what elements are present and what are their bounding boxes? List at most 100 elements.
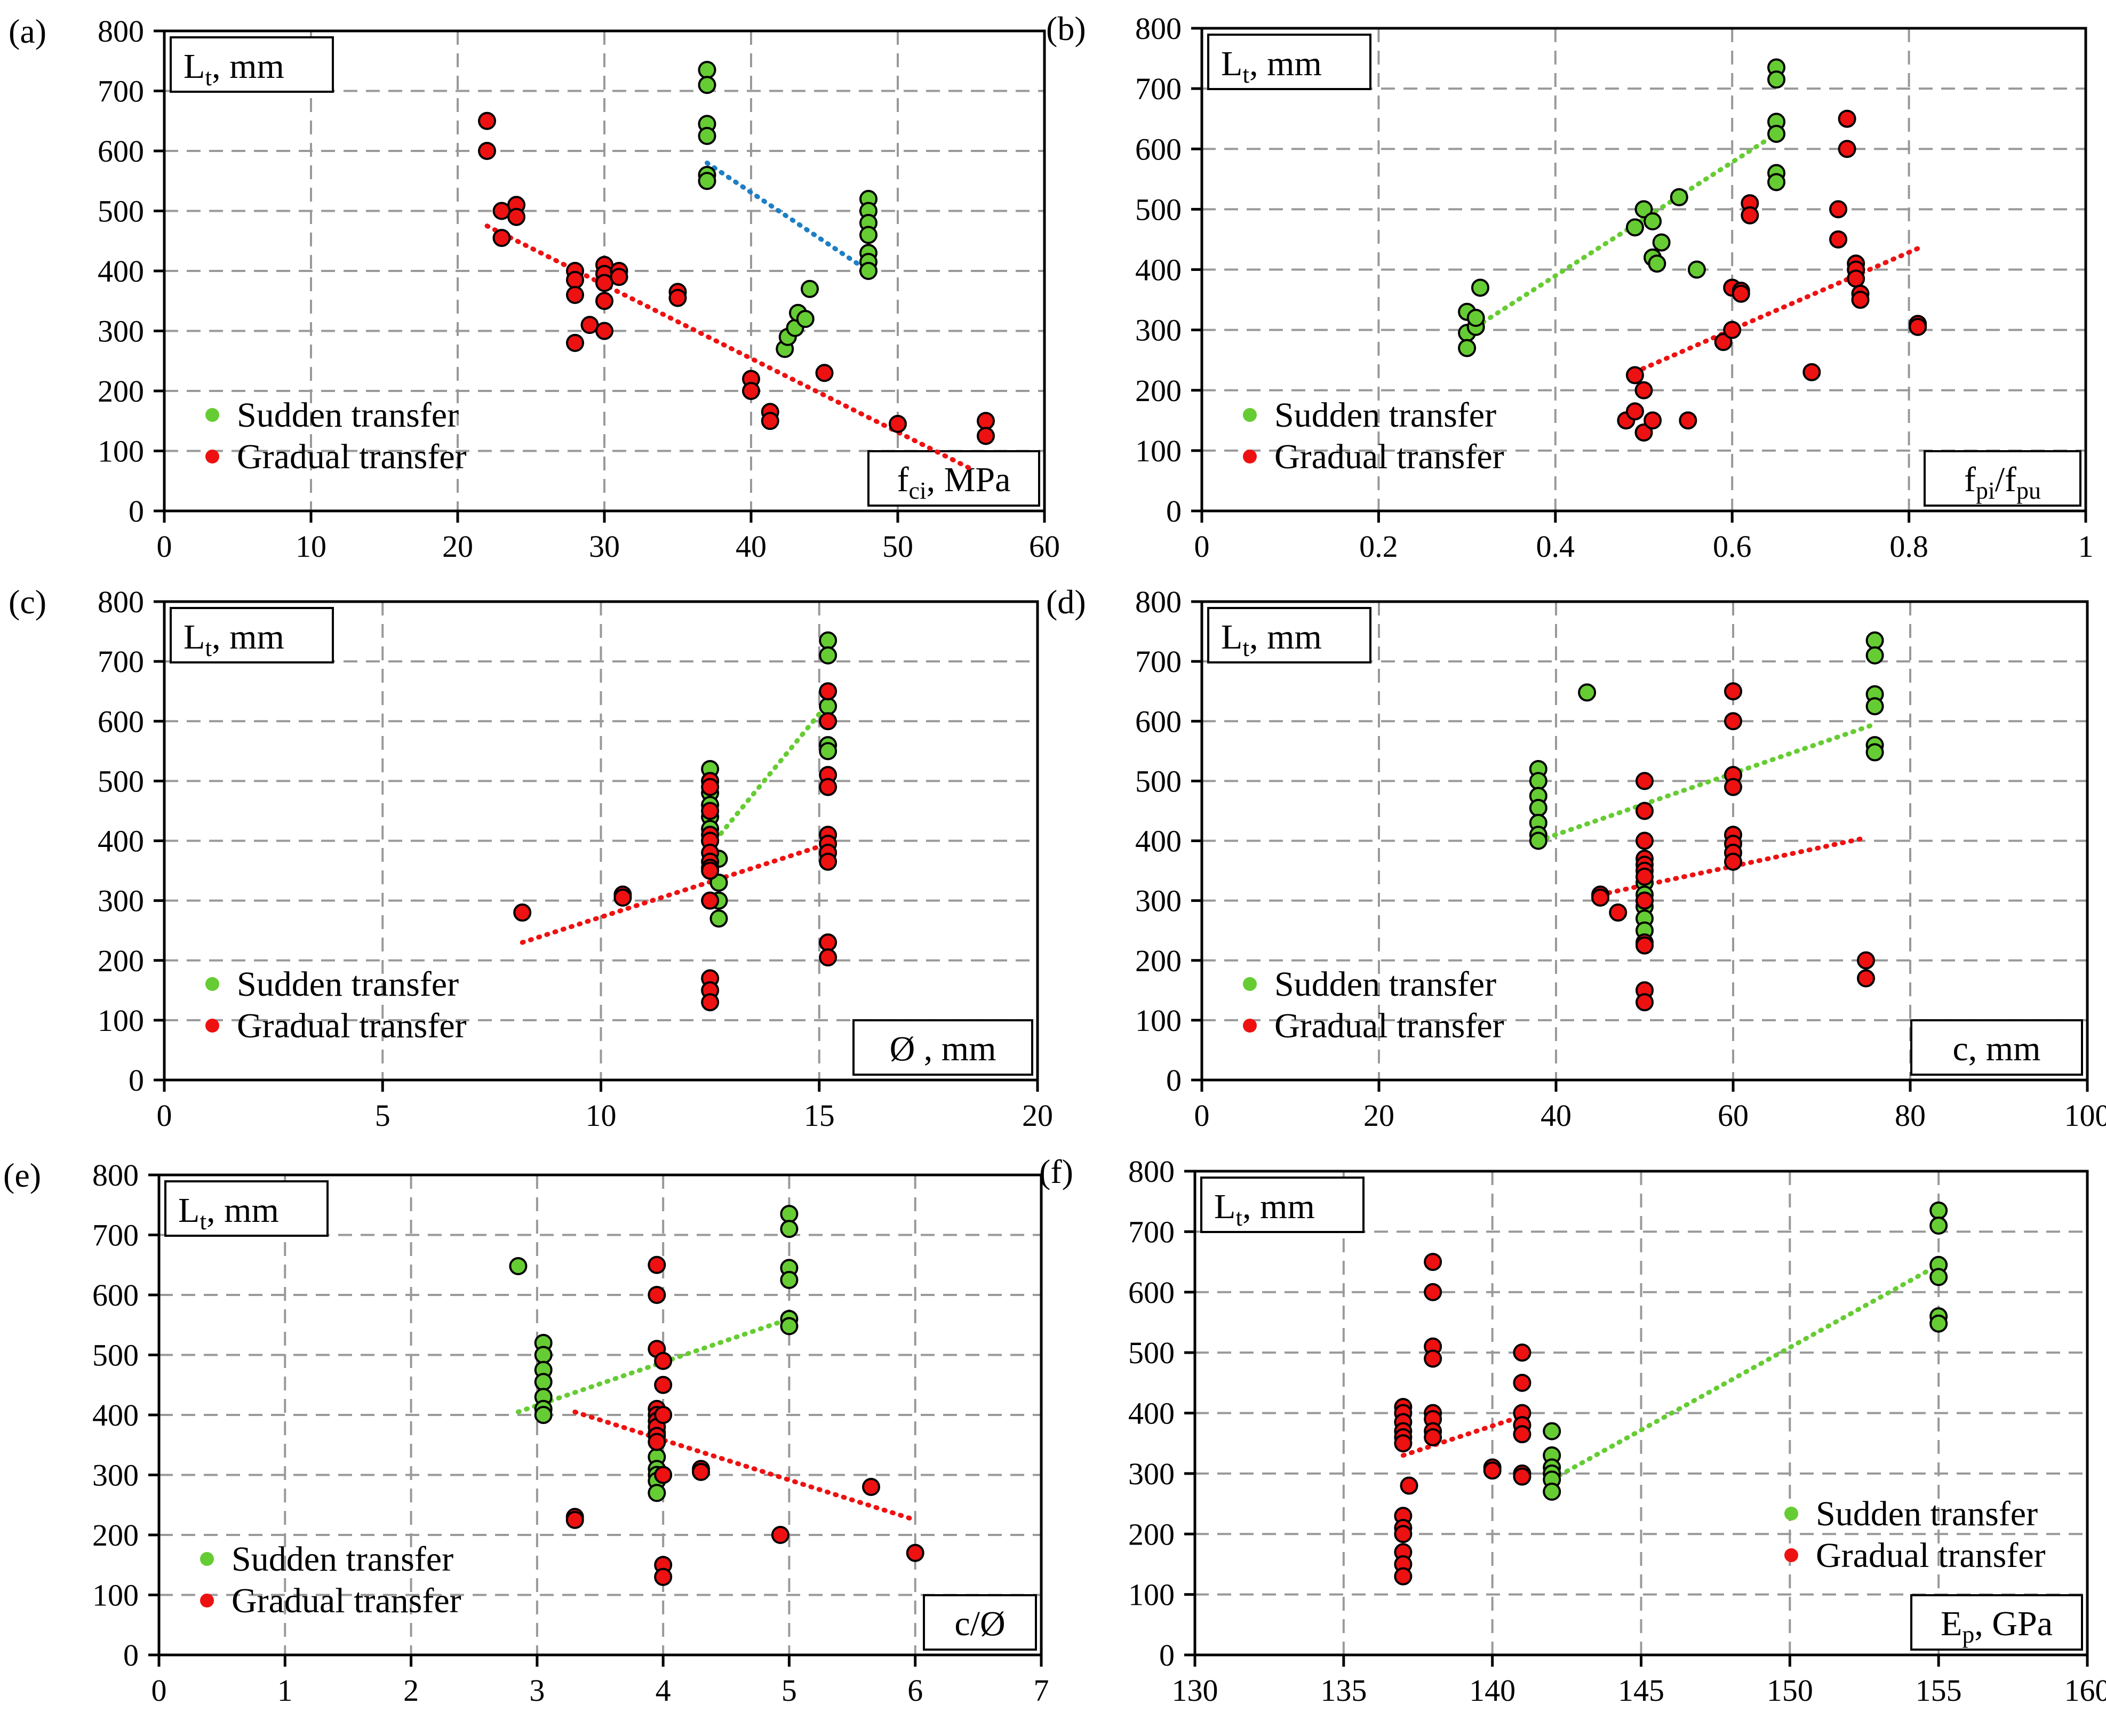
data-point-gradual: [654, 1375, 673, 1394]
data-point-gradual: [613, 889, 632, 907]
trend-line-sudden: [515, 1316, 792, 1414]
x-tick-label: 0: [151, 1673, 167, 1708]
x-tick-label: 145: [1618, 1673, 1664, 1708]
y-tick-label: 600: [1135, 132, 1182, 166]
x-tick-label: 60: [1718, 1098, 1749, 1133]
y-tick-label: 100: [92, 1578, 139, 1613]
data-point-sudden: [1929, 1314, 1948, 1333]
y-tick-label: 600: [1128, 1275, 1175, 1310]
y-tick-label: 200: [92, 1518, 139, 1553]
x-tick-label: 40: [1541, 1098, 1571, 1133]
data-point-gradual: [701, 861, 720, 880]
data-point-sudden: [780, 1317, 799, 1335]
y-tick-label: 600: [92, 1278, 139, 1313]
x-tick-label: 135: [1320, 1673, 1367, 1708]
series-gradual: [1617, 109, 1927, 442]
data-point-gradual: [492, 202, 511, 220]
data-point-gradual: [771, 1526, 789, 1544]
data-point-gradual: [1513, 1373, 1531, 1392]
data-point-gradual: [1732, 284, 1750, 303]
y-tick-label: 300: [1135, 884, 1182, 918]
y-axis-label: Lt, mm: [1221, 44, 1322, 88]
legend-label-sudden: Sudden transfer: [1274, 396, 1496, 435]
x-tick-label: 0.4: [1536, 529, 1575, 564]
data-point-gradual: [1857, 951, 1875, 970]
data-point-gradual: [761, 412, 779, 430]
data-point-gradual: [815, 364, 834, 382]
x-tick-label: 1: [277, 1673, 293, 1708]
y-tick-label: 500: [1128, 1335, 1175, 1370]
x-tick-label: 0: [1194, 1098, 1210, 1133]
y-tick-label: 0: [1166, 494, 1182, 529]
x-tick-label: 10: [296, 529, 326, 564]
data-point-sudden: [648, 1484, 666, 1502]
panel-b: 0 0.2 0.4 0.6 0.8 1 0 100 200 300 400 500 600 700 800 (…: [1046, 10, 2094, 564]
panel-d: 0 20 40 60 80 100 0 100 200 300 400 500 600 700 800 (d)…: [1046, 583, 2106, 1133]
data-point-sudden: [819, 646, 837, 665]
y-tick-label: 400: [92, 1398, 139, 1433]
x-tick-label: 2: [403, 1673, 419, 1708]
data-point-sudden: [1644, 212, 1662, 230]
series-gradual: [565, 1255, 924, 1586]
y-label-box: Lt, mm: [170, 607, 334, 663]
panel-c: 0 5 10 15 200100200300400500600700800(c)Lt, …: [9, 583, 1053, 1133]
data-point-gradual: [478, 142, 496, 160]
data-point-gradual: [819, 852, 837, 871]
data-point-sudden: [1670, 188, 1688, 206]
data-point-gradual: [654, 1406, 673, 1424]
data-point-sudden: [1634, 200, 1653, 219]
data-point-gradual: [1609, 903, 1628, 922]
legend-label-gradual: Gradual transfer: [1816, 1536, 2046, 1575]
data-point-gradual: [1829, 230, 1848, 249]
legend-label-sudden: Sudden transfer: [237, 965, 459, 1004]
y-label-box: Lt, mm: [1200, 1177, 1365, 1233]
trend-line-gradual: [572, 1409, 918, 1523]
y-tick-label: 400: [98, 824, 144, 859]
x-tick-label: 0.2: [1359, 529, 1398, 564]
data-point-gradual: [565, 1510, 584, 1529]
data-point-gradual: [1625, 366, 1644, 385]
data-point-sudden: [1929, 1201, 1948, 1220]
y-tick-label: 800: [98, 585, 144, 619]
series-sudden: [701, 631, 837, 928]
data-point-gradual: [1636, 802, 1654, 820]
x-tick-label: 40: [736, 529, 767, 564]
legend-label-sudden: Sudden transfer: [232, 1540, 453, 1579]
data-point-sudden: [1865, 646, 1884, 665]
y-label-frame: [1200, 1177, 1365, 1233]
y-tick-label: 300: [1128, 1457, 1175, 1491]
y-tick-label: 0: [1159, 1638, 1175, 1673]
y-tick-label: 700: [92, 1218, 139, 1253]
y-label-frame: [164, 1180, 329, 1237]
data-point-sudden: [534, 1346, 553, 1364]
y-tick-label: 100: [1135, 434, 1182, 468]
data-point-gradual: [1724, 852, 1742, 871]
y-tick-label: 700: [98, 644, 144, 679]
x-tick-label: 60: [1029, 529, 1060, 564]
x-tick-label: 140: [1469, 1673, 1515, 1708]
data-point-sudden: [780, 1220, 799, 1238]
legend-marker-sudden: [205, 977, 219, 991]
x-tick-label: 155: [1916, 1673, 1962, 1708]
legend-marker-gradual: [200, 1594, 214, 1607]
data-point-gradual: [1483, 1461, 1502, 1480]
data-point-gradual: [1625, 402, 1644, 421]
y-tick-label: 200: [98, 374, 144, 409]
data-point-gradual: [1644, 411, 1662, 430]
trend-line-gradual: [520, 841, 831, 945]
y-tick-label: 400: [1128, 1396, 1175, 1431]
x-label-box: Ep, GPa: [1910, 1594, 2083, 1651]
y-tick-label: 100: [98, 1003, 144, 1038]
x-tick-label: 0: [1194, 529, 1210, 564]
x-tick-label: 4: [656, 1673, 671, 1708]
x-label-frame: [852, 1019, 1033, 1076]
series-gradual: [513, 682, 837, 1012]
x-tick-label: 150: [1767, 1673, 1813, 1708]
y-tick-label: 600: [1135, 704, 1182, 739]
legend-marker-sudden: [200, 1552, 214, 1566]
data-point-sudden: [509, 1257, 528, 1275]
data-point-sudden: [534, 1406, 553, 1424]
legend-label-gradual: Gradual transfer: [237, 437, 467, 476]
